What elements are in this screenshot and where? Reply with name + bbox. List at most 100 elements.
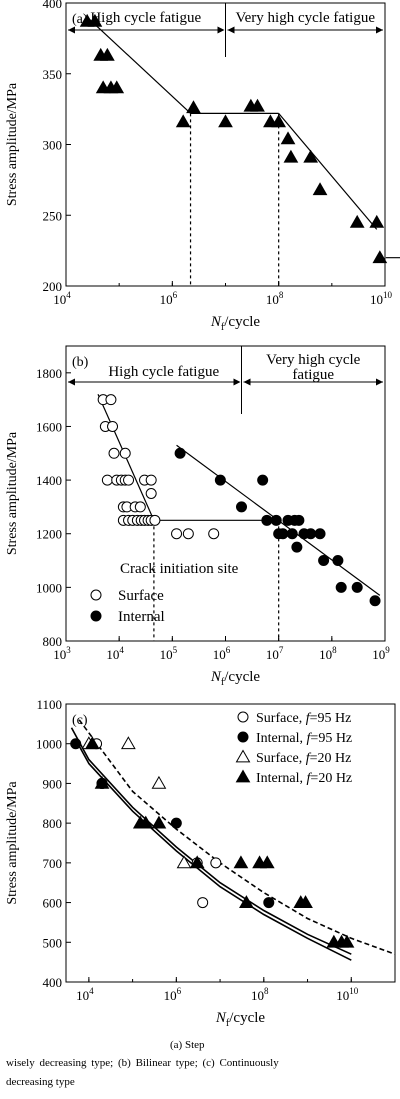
x-axis-label-part: N [215,1010,227,1026]
arrow-head [233,378,241,386]
y-axis-label: Stress amplitude/MPa [5,781,20,905]
data-point-filled-triangle [303,149,319,163]
data-point-filled-circle [351,581,363,593]
x-tick-base: 10 [53,292,66,307]
x-tick-exponent: 5 [173,645,178,655]
data-point-open-circle [107,420,119,432]
x-tick-base: 10 [266,292,279,307]
legend-series-name: Internal, [256,731,307,746]
x-axis-label: Nf/cycle [210,314,261,333]
data-point-filled-triangle [186,100,201,114]
x-tick-exponent: 6 [173,290,178,300]
data-point-open-circle [108,447,120,459]
data-point-filled-triangle [233,855,249,869]
regime-label-high-cycle: High cycle fatigue [90,10,201,26]
x-axis-label-part: /cycle [229,1010,265,1026]
x-tick-base: 10 [266,647,279,662]
regime-label-very-high-cycle: Very high cycle fatigue [235,10,375,26]
x-axis-label-part: /cycle [224,669,260,685]
panel-label: (b) [72,355,89,370]
data-point-filled-circle [335,581,347,593]
x-tick-exponent: 7 [279,645,284,655]
data-point-filled-circle [214,474,226,486]
data-point-filled-circle [291,541,303,553]
legend-label-surface: Surface [118,588,164,604]
x-tick-label: 109 [372,645,390,662]
data-point-filled-triangle [271,114,287,128]
data-point-open-triangle [176,855,192,869]
x-axis-label-part: /cycle [224,314,260,330]
x-tick-label: 106 [160,290,178,307]
data-point-filled-circle [170,817,182,829]
legend-series-name: Surface, [256,711,306,726]
data-point-filled-circle [293,514,305,526]
data-point-filled-triangle [312,182,328,196]
x-tick-base: 10 [370,292,383,307]
x-tick-label: 108 [251,986,269,1003]
arrow-head [68,378,75,386]
plot-frame [65,345,386,642]
x-axis-label-part: f [226,1018,230,1029]
regime-label-fatigue: fatigue [292,367,334,383]
x-axis-label: Nf/cycle [210,669,261,688]
data-point-open-circle [119,447,131,459]
legend-marker-surface [90,589,102,601]
x-tick-base: 10 [76,988,89,1003]
arrow-head [376,26,383,34]
data-point-filled-triangle [189,855,205,869]
data-point-open-circle [123,474,135,486]
y-tick-label: 300 [43,138,63,153]
data-point-filled-triangle [259,855,275,869]
solid-fit-curve [74,739,352,961]
x-tick-label: 103 [53,645,71,662]
data-point-open-circle [145,474,157,486]
regime-label-high-cycle: High cycle fatigue [108,364,219,380]
x-tick-exponent: 4 [66,290,71,300]
y-axis-label: Stress amplitude/MPa [5,82,20,206]
x-tick-label: 104 [106,645,124,662]
x-tick-base: 10 [372,647,385,662]
legend-f-symbol: f [307,731,313,746]
y-tick-label: 400 [43,975,63,990]
x-tick-base: 10 [160,292,173,307]
legend-frequency: =95 Hz [310,711,352,726]
x-tick-base: 10 [213,647,226,662]
data-point-filled-circle [263,897,275,909]
data-point-open-triangle [121,736,136,750]
legend-marker-filled-triangle [235,769,251,783]
data-point-filled-triangle [151,815,167,829]
y-tick-label: 1400 [36,473,62,488]
plot-frame [65,703,396,983]
x-tick-base: 10 [164,988,177,1003]
arrow-head [243,378,251,386]
x-tick-label: 104 [53,290,71,307]
figure-caption-line-3: decreasing type [6,1076,75,1088]
y-axis-label: Stress amplitude/MPa [5,431,20,555]
data-point-open-circle [182,528,194,540]
data-point-filled-circle [257,474,269,486]
data-point-open-circle [210,857,222,869]
data-point-filled-circle [174,447,186,459]
x-axis-label-part: f [221,677,225,688]
data-point-filled-triangle [87,13,103,27]
legend-series-name: Internal, [256,771,307,786]
figure-caption-line-2: wisely decreasing type; (b) Bilinear typ… [6,1057,279,1069]
data-point-open-circle [197,897,209,909]
x-tick-exponent: 8 [264,986,269,996]
legend-marker-internal [90,610,102,622]
data-point-open-triangle [151,775,167,789]
y-tick-label: 700 [43,856,63,871]
data-point-filled-triangle [175,114,191,128]
x-tick-base: 10 [53,647,66,662]
x-tick-label: 106 [213,645,231,662]
x-tick-label: 106 [164,986,182,1003]
x-tick-exponent: 4 [119,645,124,655]
x-tick-exponent: 8 [279,290,284,300]
y-tick-label: 250 [43,208,63,223]
x-tick-exponent: 10 [349,986,359,996]
x-tick-exponent: 9 [385,645,390,655]
y-tick-label: 1100 [36,697,62,712]
